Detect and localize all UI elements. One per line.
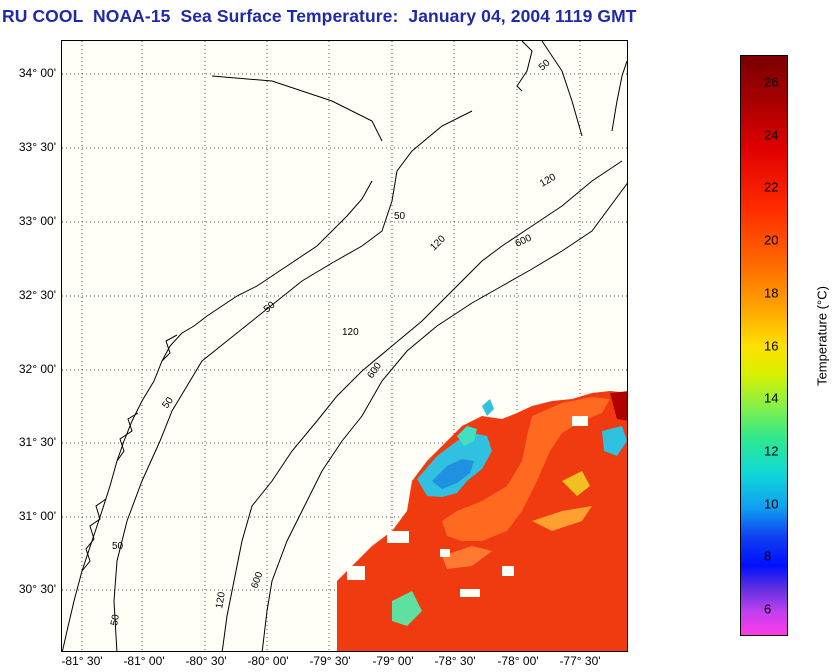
lon-label: -77° 30' bbox=[559, 654, 601, 668]
lon-label: -78° 30' bbox=[434, 654, 476, 668]
colorbar-tick: 16 bbox=[764, 338, 779, 354]
colorbar-tick: 20 bbox=[764, 232, 779, 248]
isobath-label: 50 bbox=[537, 57, 553, 73]
colorbar-tick: 24 bbox=[764, 127, 779, 143]
map-title: RU COOL NOAA-15 Sea Surface Temperature:… bbox=[2, 6, 637, 26]
lon-label: -81° 30' bbox=[61, 654, 103, 668]
lon-label: -80° 00' bbox=[247, 654, 289, 668]
colorbar-tick: 26 bbox=[764, 74, 779, 90]
lat-label: 34° 00' bbox=[18, 66, 56, 80]
colorbar-tick: 10 bbox=[764, 496, 779, 512]
temperature-colorbar bbox=[740, 55, 788, 636]
colorbar-tick: 14 bbox=[764, 390, 779, 406]
lat-label: 32° 00' bbox=[18, 362, 56, 376]
lat-label: 30° 30' bbox=[18, 582, 56, 596]
coastline bbox=[62, 41, 627, 651]
colorbar-tick: 6 bbox=[764, 601, 772, 617]
map-canvas: 50 50 50 50 50 50 120 120 120 120 600 60… bbox=[62, 41, 627, 651]
colorbar-tick: 18 bbox=[764, 285, 779, 301]
isobath-label: 50 bbox=[112, 541, 124, 552]
isobath-label: 120 bbox=[538, 172, 558, 190]
lon-label: -79° 00' bbox=[372, 654, 414, 668]
lon-label: -81° 00' bbox=[123, 654, 165, 668]
isobath-label: 600 bbox=[249, 570, 265, 590]
lat-label: 32° 30' bbox=[18, 288, 56, 302]
colorbar-label: Temperature (°C) bbox=[814, 286, 830, 386]
colorbar-tick: 22 bbox=[764, 179, 779, 195]
lat-label: 31° 00' bbox=[18, 509, 56, 523]
lon-label: -78° 00' bbox=[497, 654, 539, 668]
isobath-label: 120 bbox=[428, 233, 448, 253]
lat-label: 33° 00' bbox=[18, 214, 56, 228]
isobath-label: 50 bbox=[394, 211, 406, 222]
isobaths bbox=[113, 75, 627, 651]
lon-label: -80° 30' bbox=[185, 654, 227, 668]
isobath-label: 600 bbox=[514, 233, 534, 250]
isobath-label: 120 bbox=[342, 327, 359, 338]
colorbar-tick: 12 bbox=[764, 443, 779, 459]
isobath-label: 600 bbox=[365, 360, 384, 380]
sst-field bbox=[337, 391, 627, 651]
lat-label: 31° 30' bbox=[18, 435, 56, 449]
colorbar-tick: 8 bbox=[764, 548, 772, 564]
isobath-label: 50 bbox=[109, 613, 122, 626]
sst-map[interactable]: 50 50 50 50 50 50 120 120 120 120 600 60… bbox=[61, 40, 628, 652]
isobath-label: 120 bbox=[214, 591, 228, 610]
lat-label: 33° 30' bbox=[18, 140, 56, 154]
lon-label: -79° 30' bbox=[309, 654, 351, 668]
